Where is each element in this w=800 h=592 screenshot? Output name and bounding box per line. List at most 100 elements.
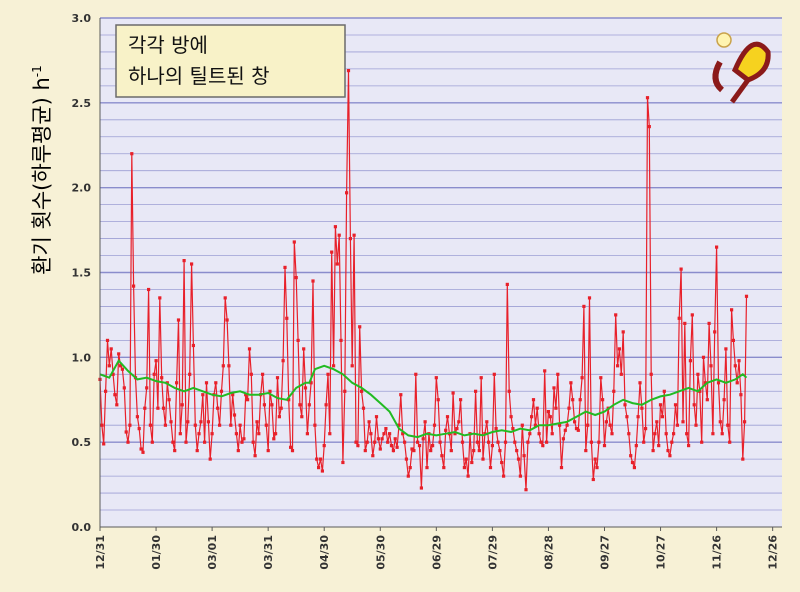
data-point <box>509 415 513 419</box>
data-point <box>145 386 149 390</box>
data-point <box>231 393 235 397</box>
data-point <box>513 440 517 444</box>
data-point <box>354 440 358 444</box>
data-point <box>496 440 500 444</box>
y-tick-label: 0.5 <box>72 436 92 449</box>
data-point <box>346 69 351 73</box>
data-point <box>193 423 197 427</box>
data-point <box>457 420 461 424</box>
data-point <box>399 393 403 397</box>
data-point <box>571 398 575 402</box>
data-point <box>335 262 339 266</box>
data-point <box>266 449 270 453</box>
data-point <box>515 449 519 453</box>
data-point <box>460 440 465 444</box>
data-point <box>330 250 334 254</box>
data-point <box>561 437 565 441</box>
data-point <box>658 403 663 407</box>
data-point <box>690 313 694 317</box>
data-point <box>436 398 440 402</box>
data-point <box>715 245 719 249</box>
data-point <box>423 420 427 424</box>
data-point <box>126 440 130 444</box>
data-point <box>318 457 323 461</box>
data-point <box>431 444 435 448</box>
data-point <box>249 372 253 376</box>
data-point <box>722 398 726 402</box>
data-point <box>132 284 136 288</box>
x-tick-label: 10/27 <box>655 535 668 570</box>
data-point <box>339 338 343 342</box>
data-point <box>707 321 711 325</box>
data-point <box>201 393 205 397</box>
data-point <box>414 372 418 376</box>
data-point <box>246 398 250 402</box>
data-point <box>451 391 455 395</box>
data-point <box>182 259 186 263</box>
data-point <box>640 406 644 410</box>
y-tick-label: 0.0 <box>72 521 92 534</box>
data-point <box>188 372 192 376</box>
data-point <box>651 449 655 453</box>
data-point <box>401 432 405 436</box>
data-point <box>311 279 315 283</box>
data-point <box>171 440 175 444</box>
data-point <box>434 376 438 380</box>
data-point <box>403 440 407 444</box>
x-tick-label: 12/31 <box>94 535 107 570</box>
data-point <box>382 432 386 436</box>
x-tick-label: 06/29 <box>430 535 443 570</box>
data-point <box>442 466 446 470</box>
data-point <box>244 393 248 397</box>
data-point <box>709 364 713 368</box>
data-point <box>642 440 646 444</box>
series-layer <box>98 69 749 492</box>
data-point <box>369 432 373 436</box>
data-point <box>487 440 491 444</box>
axes <box>99 18 782 528</box>
data-point <box>565 423 569 427</box>
data-point <box>543 369 547 373</box>
data-point <box>307 403 311 407</box>
data-point <box>160 376 164 380</box>
data-point <box>105 338 110 342</box>
data-point <box>612 389 616 393</box>
data-point <box>317 466 321 470</box>
data-point <box>647 125 651 129</box>
data-point <box>507 389 511 393</box>
data-point <box>675 423 679 427</box>
data-point <box>343 389 347 393</box>
data-point <box>360 389 364 393</box>
data-point <box>410 447 414 451</box>
data-point <box>701 355 706 359</box>
data-point <box>119 364 123 368</box>
data-point <box>623 403 627 407</box>
data-point <box>389 444 394 448</box>
data-point <box>731 338 735 342</box>
data-point <box>261 372 265 376</box>
y-tick-labels: 0.0 0.5 1.0 1.5 2.0 2.5 3.0 <box>72 12 92 534</box>
data-point <box>281 359 285 363</box>
x-tick-label: 05/30 <box>374 535 387 570</box>
data-point <box>322 444 326 448</box>
data-point <box>477 449 481 453</box>
data-point <box>397 423 401 427</box>
data-point <box>262 403 266 407</box>
data-point <box>115 403 119 407</box>
data-point <box>361 406 366 410</box>
data-point <box>388 432 392 436</box>
data-point <box>666 449 670 453</box>
data-point <box>664 432 668 436</box>
data-point <box>462 466 466 470</box>
data-point <box>698 389 702 393</box>
data-point <box>472 449 476 453</box>
data-point <box>576 428 580 432</box>
data-point <box>238 423 242 427</box>
y-tick-label: 1.0 <box>72 351 92 364</box>
data-point <box>554 406 558 410</box>
data-point <box>204 381 209 385</box>
data-point <box>578 398 582 402</box>
data-point <box>270 403 274 407</box>
x-tick-labels: 12/31 01/30 03/01 03/31 04/30 05/30 06/29 07/29… <box>94 527 780 570</box>
